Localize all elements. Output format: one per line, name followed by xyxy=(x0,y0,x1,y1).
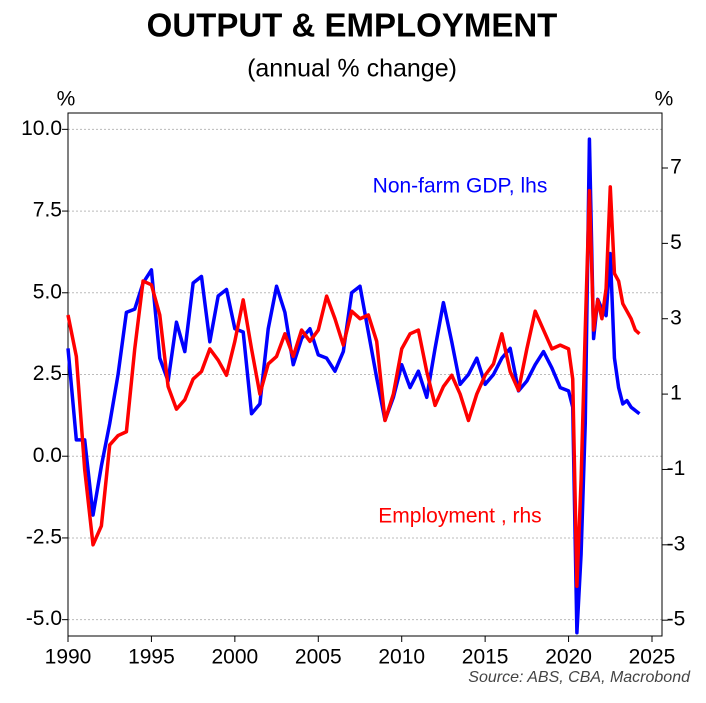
y-tick-label: 10.0 xyxy=(21,117,62,140)
y-tick-label: -5.0 xyxy=(26,607,62,630)
chart-title: OUTPUT & EMPLOYMENT xyxy=(147,7,558,44)
series-line xyxy=(66,137,641,635)
x-tick-label: 2015 xyxy=(462,646,509,669)
y-tick-label: 2.5 xyxy=(33,362,62,385)
x-tick-label: 2025 xyxy=(629,646,676,669)
chart-subtitle: (annual % change) xyxy=(247,55,457,83)
y2-tick-label: 5 xyxy=(670,231,682,254)
series-label: Non-farm GDP, lhs xyxy=(373,175,548,198)
y2-tick-label: 3 xyxy=(670,306,682,329)
y2-unit: % xyxy=(655,88,674,111)
x-tick-label: 2000 xyxy=(211,646,258,669)
y2-tick-label: -1 xyxy=(667,457,686,480)
x-tick-label: 1995 xyxy=(128,646,175,669)
x-tick-label: 2020 xyxy=(545,646,592,669)
y2-tick-label: 7 xyxy=(670,156,682,179)
y-tick-label: 5.0 xyxy=(33,280,62,303)
y2-tick-label: -3 xyxy=(667,532,686,555)
series-line xyxy=(66,185,641,589)
plot-frame xyxy=(67,112,663,637)
y2-tick-label: 1 xyxy=(670,382,682,405)
y-tick-label: 7.5 xyxy=(33,199,62,222)
source: Source: ABS, CBA, Macrobond xyxy=(468,669,691,686)
x-tick-label: 2010 xyxy=(378,646,425,669)
y-tick-label: 0.0 xyxy=(33,444,62,467)
y-unit: % xyxy=(57,88,76,111)
y2-tick-label: -5 xyxy=(667,608,686,631)
series-label: Employment , rhs xyxy=(378,505,541,528)
x-tick-label: 1990 xyxy=(45,646,92,669)
x-tick-label: 2005 xyxy=(295,646,342,669)
y-tick-label: -2.5 xyxy=(26,525,62,548)
